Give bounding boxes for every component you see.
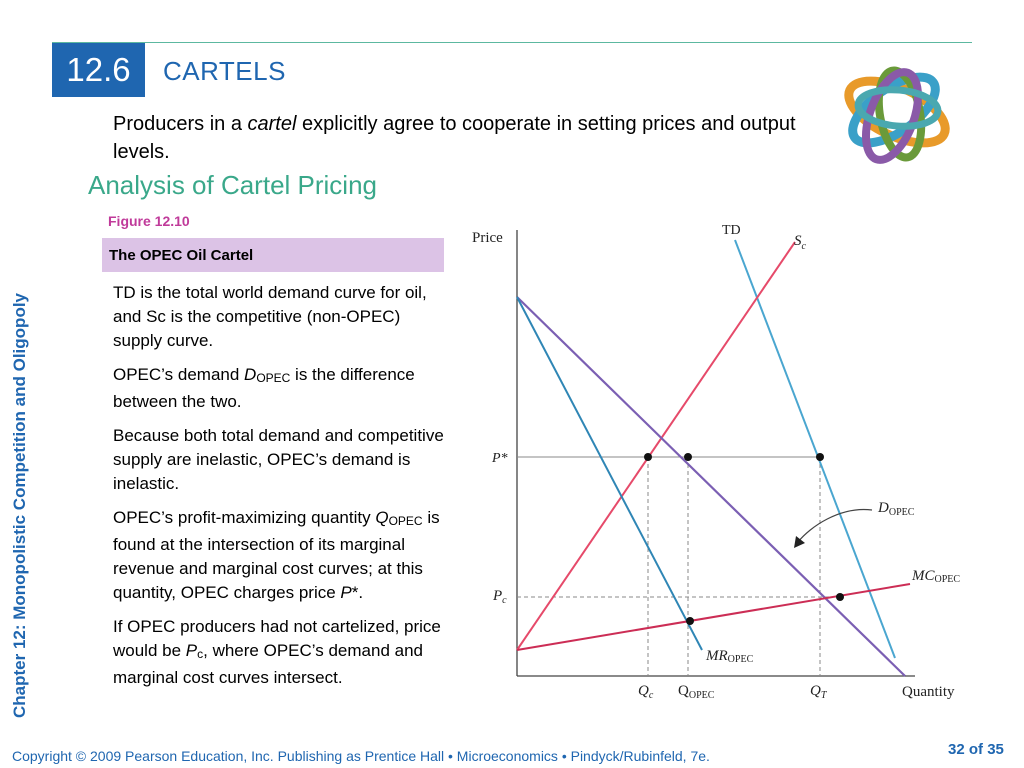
mcopec-label: MCOPEC (911, 568, 960, 585)
mcopec-curve (516, 583, 911, 651)
figure-explanation: TD is the total world demand curve for o… (113, 281, 448, 700)
qt-label: QT (810, 683, 828, 701)
intro-text: Producers in a cartel explicitly agree t… (113, 113, 796, 163)
sc-label: Sc (794, 233, 807, 252)
dopec-curve (516, 296, 906, 677)
opec-cartel-diagram: Price Quantity TD Sc DOPEC MCOPEC MROPEC… (472, 223, 960, 701)
figure-caption-box: The OPEC Oil Cartel (102, 238, 444, 272)
header-rule (52, 42, 972, 43)
pc-intersection-dot (836, 593, 844, 601)
qc-pstar-dot (644, 453, 652, 461)
qopec-label: QOPEC (678, 683, 715, 701)
copyright-footer: Copyright © 2009 Pearson Education, Inc.… (12, 748, 710, 764)
sc-curve (516, 241, 796, 651)
dopec-pointer-arrow (797, 508, 873, 543)
pstar-label: P* (491, 451, 508, 466)
paragraph-qopec: OPEC’s profit-maximizing quantity QOPEC … (113, 508, 440, 602)
td-label: TD (722, 223, 741, 238)
figure-label: Figure 12.10 (108, 213, 190, 229)
dopec-label: DOPEC (877, 500, 915, 518)
figure-caption: The OPEC Oil Cartel (109, 247, 254, 264)
section-subheading: Analysis of Cartel Pricing (88, 170, 377, 200)
rings-logo-icon (844, 66, 950, 164)
chapter-side-title: Chapter 12: Monopolistic Competition and… (10, 293, 29, 718)
td-curve (734, 239, 896, 659)
section-number-badge: 12.6 (52, 43, 145, 97)
x-axis-label: Quantity (902, 684, 955, 700)
qopec-pstar-dot (684, 453, 692, 461)
qc-label: Qc (638, 683, 654, 701)
qt-pstar-dot (816, 453, 824, 461)
paragraph-pc: If OPEC producers had not cartelized, pr… (113, 617, 441, 687)
y-axis-label: Price (472, 230, 503, 246)
page-number: 32 of 35 (948, 741, 1004, 758)
paragraph-dopec: OPEC’s demand DOPEC is the difference be… (113, 365, 415, 411)
mr-mc-intersection-dot (686, 617, 694, 625)
paragraph-inelastic: Because both total demand and competitiv… (113, 426, 444, 493)
mropec-curve (516, 296, 703, 651)
mropec-label: MROPEC (705, 648, 754, 665)
slide-title: CARTELS (163, 56, 286, 86)
paragraph-td: TD is the total world demand curve for o… (113, 283, 427, 350)
pc-label: Pc (492, 588, 507, 606)
dopec-arrowhead (794, 536, 805, 548)
